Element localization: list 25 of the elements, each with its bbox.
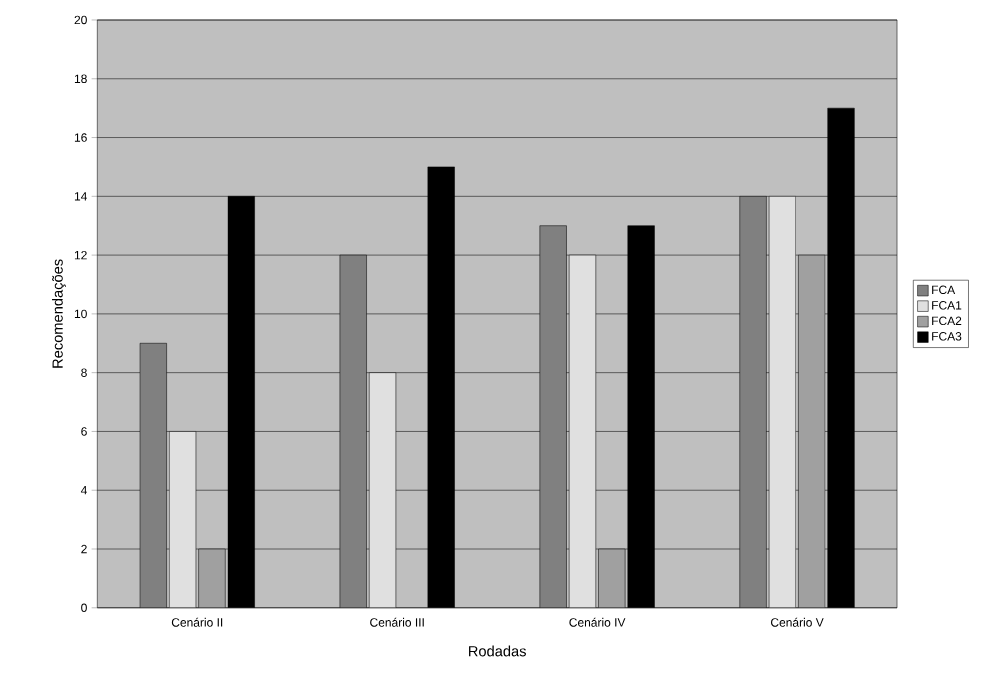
y-tick-label: 20	[74, 15, 87, 25]
y-axis-title: Recomendações	[52, 259, 66, 368]
x-axis-title: Rodadas	[469, 645, 526, 657]
y-tick-label: 10	[74, 309, 87, 319]
bar	[539, 225, 567, 608]
bar	[139, 342, 167, 608]
y-tick-label: 4	[80, 486, 87, 495]
legend-label: FCA2	[932, 316, 962, 326]
y-tick-label: 2	[81, 544, 87, 554]
y-tick-label: 6	[81, 427, 87, 436]
y-tick-label: 14	[74, 192, 87, 201]
legend-label: FCA	[932, 285, 956, 294]
y-tick-label: 8	[81, 368, 87, 377]
legend-label: FCA1	[932, 300, 962, 310]
bar	[739, 196, 767, 608]
x-tick-label: Cenário IV	[569, 617, 626, 627]
legend-label: FCA3	[932, 332, 962, 341]
y-tick-label: 12	[74, 250, 87, 260]
x-tick-label: Cenário II	[171, 617, 223, 627]
y-tick-label: 0	[81, 603, 87, 612]
y-tick-label: 18	[74, 74, 87, 83]
y-tick-label: 16	[74, 133, 87, 142]
bar	[339, 254, 367, 608]
x-tick-label: Cenário V	[771, 617, 824, 627]
x-tick-label: Cenário III	[370, 617, 424, 627]
